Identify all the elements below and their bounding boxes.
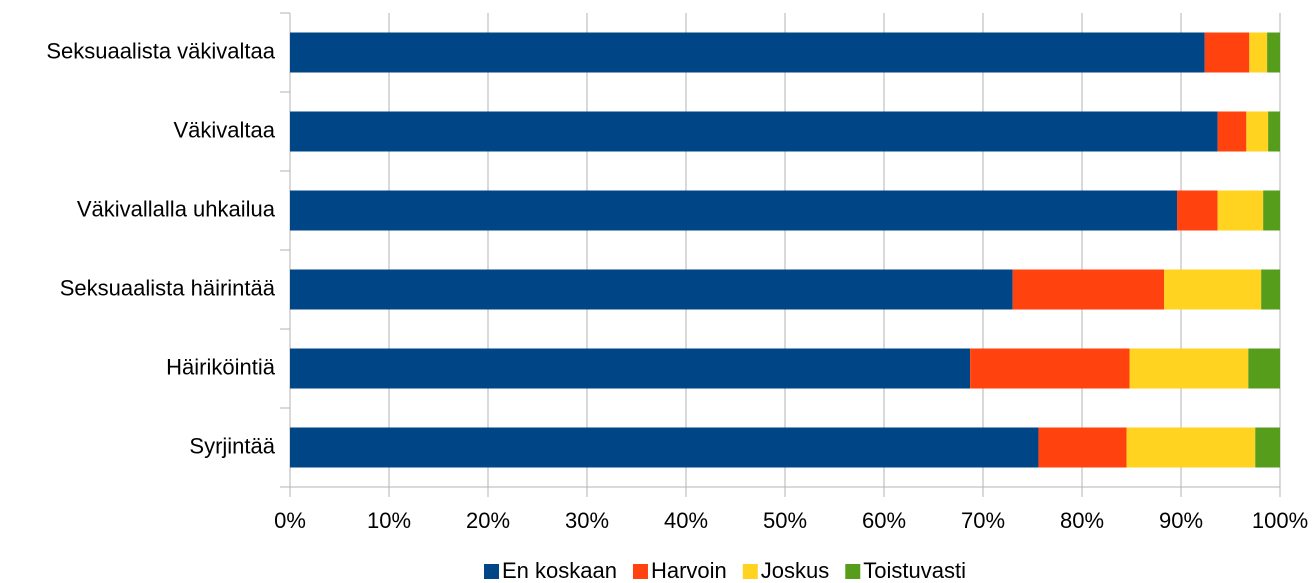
x-tick-label: 40% xyxy=(664,508,708,533)
bar-segment xyxy=(1268,111,1280,152)
legend-label: Joskus xyxy=(761,558,829,583)
y-tick-label: Seksuaalista väkivaltaa xyxy=(46,38,275,63)
x-tick-label: 50% xyxy=(763,508,807,533)
legend-swatch xyxy=(845,564,861,579)
bar-segment xyxy=(1249,32,1268,73)
bar-segment xyxy=(1248,348,1280,389)
legend-label: Toistuvasti xyxy=(863,558,966,583)
x-tick-label: 10% xyxy=(367,508,411,533)
bar-segment xyxy=(1246,111,1269,152)
bar-segment xyxy=(290,111,1218,152)
y-tick-label: Häiriköintiä xyxy=(166,354,276,379)
bar-segment xyxy=(970,348,1130,389)
x-tick-label: 20% xyxy=(466,508,510,533)
bar-segment xyxy=(1177,190,1218,231)
y-tick-label: Seksuaalista häirintää xyxy=(60,275,276,300)
bar-segment xyxy=(1204,32,1250,73)
bar-segment xyxy=(1038,427,1127,468)
bar-segment xyxy=(1267,32,1280,73)
bar-segment xyxy=(1164,269,1262,310)
x-tick-label: 100% xyxy=(1252,508,1308,533)
bar-segment xyxy=(1126,427,1256,468)
bar-segment xyxy=(290,269,1013,310)
x-tick-label: 70% xyxy=(961,508,1005,533)
y-tick-label: Syrjintää xyxy=(189,433,275,458)
bar-segment xyxy=(290,427,1039,468)
x-tick-label: 0% xyxy=(274,508,306,533)
legend-label: Harvoin xyxy=(651,558,727,583)
x-tick-label: 90% xyxy=(1159,508,1203,533)
legend-swatch xyxy=(742,564,758,579)
bar-segment xyxy=(1217,111,1247,152)
bar-segment xyxy=(290,190,1178,231)
y-tick-label: Väkivaltaa xyxy=(173,117,275,142)
legend-label: En koskaan xyxy=(502,558,617,583)
x-tick-label: 60% xyxy=(862,508,906,533)
bar-segment xyxy=(290,348,971,389)
bar-segment xyxy=(1255,427,1280,468)
bar-segment xyxy=(1217,190,1264,231)
bar-segment xyxy=(1261,269,1280,310)
y-tick-label: Väkivallalla uhkailua xyxy=(77,196,276,221)
bar-segment xyxy=(290,32,1205,73)
legend-swatch xyxy=(632,564,648,579)
legend-swatch xyxy=(484,564,500,579)
bar-segment xyxy=(1012,269,1165,310)
bar-segment xyxy=(1263,190,1280,231)
bar-segment xyxy=(1129,348,1249,389)
x-tick-label: 30% xyxy=(565,508,609,533)
x-tick-label: 80% xyxy=(1060,508,1104,533)
